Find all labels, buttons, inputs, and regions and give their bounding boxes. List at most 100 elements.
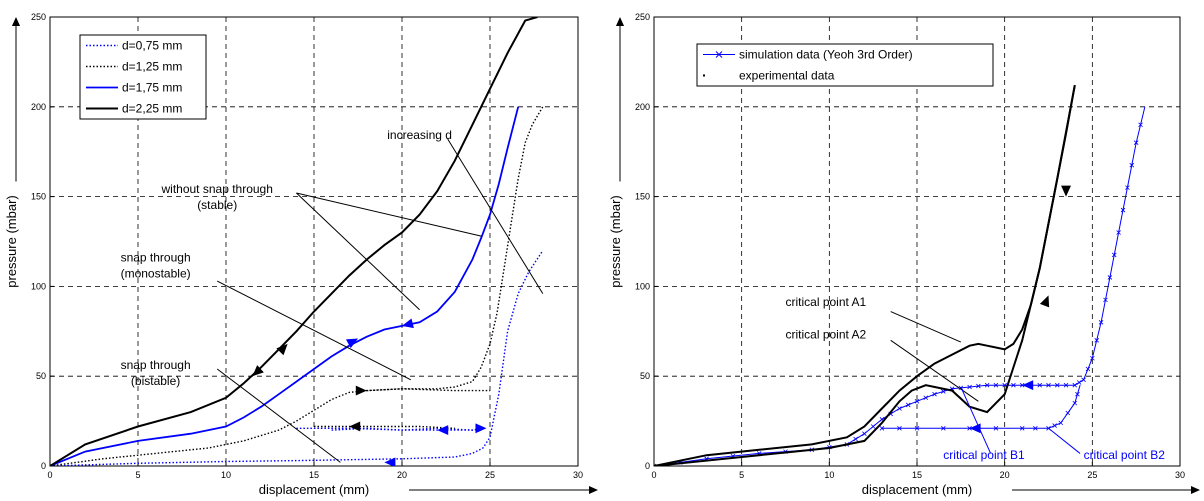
x-marker <box>914 426 920 431</box>
x-marker <box>1125 185 1130 190</box>
x-marker <box>914 399 920 404</box>
curves <box>654 85 1146 466</box>
x-tick-label: 25 <box>1087 470 1097 480</box>
annotation-pointer <box>216 368 341 463</box>
annotation-pointer <box>890 339 979 402</box>
annotation-text: (monostable) <box>121 266 191 280</box>
x-marker <box>1133 140 1139 146</box>
x-tick-label: 20 <box>397 470 407 480</box>
y-tick-label: 200 <box>635 102 650 112</box>
x-marker <box>1037 382 1043 388</box>
legend-label: d=2,25 mm <box>122 102 182 116</box>
y-tick-label: 0 <box>41 461 46 471</box>
x-marker <box>1063 382 1069 388</box>
direction-arrowhead <box>349 421 361 432</box>
branch-line <box>654 85 1076 466</box>
x-marker <box>1072 400 1078 406</box>
x-tick-label: 10 <box>824 470 834 480</box>
direction-arrowhead <box>1061 185 1071 197</box>
annotation-pointer <box>216 280 412 381</box>
x-marker <box>1081 377 1086 383</box>
x-marker <box>1120 207 1126 213</box>
x-tick-label: 15 <box>912 470 922 480</box>
x-marker <box>1058 420 1064 426</box>
branch-line <box>314 425 455 429</box>
annotation-text: critical point B2 <box>1084 448 1166 462</box>
direction-arrowhead <box>1022 380 1034 391</box>
direction-arrowhead <box>1039 295 1050 308</box>
annotation-text: snap through <box>121 358 191 372</box>
y-tick-label: 50 <box>36 371 46 381</box>
legend-marker <box>715 51 723 58</box>
x-marker <box>853 436 858 442</box>
x-tick-label: 5 <box>739 470 744 480</box>
y-tick-label: 100 <box>31 281 46 291</box>
x-tick-label: 15 <box>309 470 319 480</box>
x-marker <box>897 426 902 431</box>
x-marker <box>1098 320 1104 325</box>
x-marker <box>993 426 999 431</box>
direction-arrowhead <box>384 457 396 466</box>
x-marker <box>897 406 902 411</box>
annotation-pointer <box>1048 427 1081 454</box>
series-line-3 <box>50 17 538 466</box>
x-marker <box>1103 297 1108 303</box>
x-marker <box>1094 337 1100 343</box>
x-marker <box>1033 426 1038 431</box>
legend-box <box>696 43 994 87</box>
chart-right: 0 5 10 15 20 25 30 0 50 100 150 200 250 displacement … <box>608 12 1200 497</box>
x-marker <box>932 391 937 397</box>
x-marker <box>1075 391 1080 397</box>
legend-label: simulation data (Yeoh 3rd Order) <box>739 48 913 62</box>
x-tick-label: 5 <box>135 470 140 480</box>
x-marker <box>1011 382 1016 388</box>
annotation-text: critical point A2 <box>786 327 867 341</box>
annotation-text: critical point A1 <box>786 295 867 309</box>
y-tick-label: 250 <box>31 12 46 22</box>
x-marker <box>1019 426 1025 431</box>
direction-arrowhead <box>345 338 358 349</box>
y-tick-label: 150 <box>635 192 650 202</box>
x-tick-label: 25 <box>485 470 495 480</box>
x-tick-label: 20 <box>1000 470 1010 480</box>
legend-label: d=1,75 mm <box>122 81 182 95</box>
x-marker <box>1138 122 1143 128</box>
x-direction-arrowhead <box>589 485 598 495</box>
x-marker <box>862 431 867 436</box>
y-direction-arrowhead <box>615 17 625 26</box>
x-marker <box>993 382 999 388</box>
x-axis-label: displacement (mm) <box>862 482 973 497</box>
y-tick-label: 200 <box>31 102 46 112</box>
branch-line <box>331 427 485 431</box>
y-axis-label: pressure (mbar) <box>608 195 623 287</box>
annotation-pointer <box>890 311 962 343</box>
x-marker <box>905 402 911 408</box>
x-marker <box>1085 366 1091 372</box>
x-marker <box>923 395 929 401</box>
y-tick-label: 0 <box>645 461 650 471</box>
y-tick-label: 150 <box>31 192 46 202</box>
x-marker <box>1090 355 1095 361</box>
x-marker <box>1107 275 1113 280</box>
legend: simulation data (Yeoh 3rd Order) experime… <box>696 43 994 87</box>
legend-box <box>79 34 207 120</box>
legend: d=0,75 mm d=1,25 mm d=1,75 mm d=2,25 mm <box>79 34 207 120</box>
annotation-pointer <box>296 192 420 311</box>
annotation-pointer <box>960 386 992 454</box>
x-tick-label: 10 <box>221 470 231 480</box>
x-tick-label: 30 <box>573 470 583 480</box>
x-marker <box>1111 252 1117 258</box>
annotation-text: critical point B1 <box>943 448 1025 462</box>
branch-line <box>366 388 490 392</box>
x-tick-label: 0 <box>47 470 52 480</box>
x-marker <box>1129 162 1135 168</box>
direction-arrowhead <box>475 423 487 434</box>
y-tick-label: 50 <box>640 371 650 381</box>
chart-left: 0 5 10 15 20 25 30 0 50 100 150 200 250 displacement … <box>4 12 598 497</box>
x-marker <box>1054 382 1060 388</box>
annotation-text: (bistable) <box>131 374 180 388</box>
x-axis-label: displacement (mm) <box>259 482 370 497</box>
legend-label: d=0,75 mm <box>122 39 182 53</box>
x-marker <box>1052 423 1057 428</box>
